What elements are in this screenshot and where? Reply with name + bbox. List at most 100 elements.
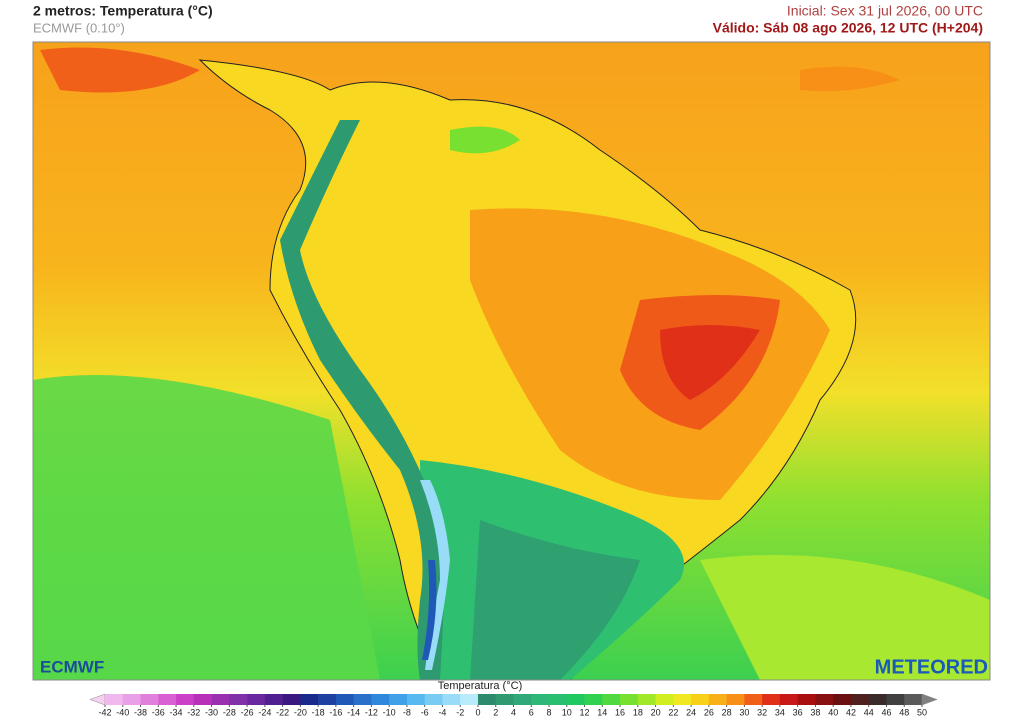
colorbar-tick-label: 44	[864, 707, 874, 717]
colorbar-tick-label: 24	[686, 707, 696, 717]
colorbar-tick-label: -34	[170, 707, 183, 717]
colorbar-segment	[620, 694, 639, 705]
colorbar-segment	[904, 694, 923, 705]
colorbar-tick-label: -10	[383, 707, 396, 717]
colorbar-segment	[513, 694, 532, 705]
colorbar-tick-label: 6	[529, 707, 534, 717]
colorbar-segment	[762, 694, 781, 705]
colorbar-tick-label: 30	[739, 707, 749, 717]
colorbar-tick-label: -30	[205, 707, 218, 717]
colorbar-arrow	[89, 693, 106, 706]
colorbar-tick-label: 8	[547, 707, 552, 717]
colorbar-tick-label: -18	[312, 707, 325, 717]
colorbar-segment	[868, 694, 887, 705]
colorbar-segment	[637, 694, 656, 705]
colorbar-tick-label: 26	[704, 707, 714, 717]
ecmwf-logo: ECMWF	[40, 657, 104, 676]
colorbar-tick-label: 34	[775, 707, 785, 717]
colorbar-tick-label: -22	[276, 707, 289, 717]
colorbar-tick-label: -12	[365, 707, 378, 717]
colorbar-segment	[460, 694, 479, 705]
colorbar-segment	[140, 694, 159, 705]
colorbar-segment	[318, 694, 337, 705]
colorbar-tick-label: 32	[757, 707, 767, 717]
colorbar-tick-label: -24	[258, 707, 271, 717]
colorbar-segment	[122, 694, 141, 705]
colorbar-tick-label: -42	[98, 707, 111, 717]
colorbar-segment	[335, 694, 354, 705]
colorbar-tick-label: -28	[223, 707, 236, 717]
colorbar: -42 -40 -38 -36 -34 -32 -30 -28 -26 -24 -22 -20 -18-…	[89, 693, 938, 717]
map	[33, 42, 990, 680]
colorbar-segment	[193, 694, 212, 705]
colorbar-tick-label: 10	[562, 707, 572, 717]
colorbar-segment	[495, 694, 514, 705]
colorbar-arrow	[921, 693, 938, 706]
map-title: 2 metros: Temperatura (°C)	[33, 3, 213, 19]
colorbar-segment	[744, 694, 763, 705]
colorbar-tick-label: 14	[597, 707, 607, 717]
colorbar-segment	[584, 694, 603, 705]
colorbar-tick-label: 4	[511, 707, 516, 717]
colorbar-segment	[833, 694, 852, 705]
colorbar-segment	[176, 694, 195, 705]
model-label: ECMWF (0.10°)	[33, 20, 125, 35]
colorbar-tick-label: 46	[881, 707, 891, 717]
colorbar-tick-label: 0	[475, 707, 480, 717]
colorbar-tick-label: 40	[828, 707, 838, 717]
colorbar-segment	[726, 694, 745, 705]
colorbar-tick-label: 28	[722, 707, 732, 717]
colorbar-segment	[105, 694, 124, 705]
colorbar-tick-label: -4	[438, 707, 446, 717]
colorbar-segment	[779, 694, 798, 705]
colorbar-segment	[850, 694, 870, 705]
colorbar-segment	[602, 694, 621, 705]
colorbar-segment	[708, 694, 727, 705]
colorbar-tick-label: 2	[493, 707, 498, 717]
colorbar-tick-label: -8	[403, 707, 411, 717]
colorbar-tick-label: 16	[615, 707, 625, 717]
colorbar-segment	[371, 694, 390, 705]
colorbar-segment	[406, 694, 425, 705]
meteored-logo: METEORED	[875, 656, 988, 678]
colorbar-segment	[815, 694, 834, 705]
colorbar-segment	[655, 694, 674, 705]
colorbar-segment	[424, 694, 443, 705]
colorbar-segment	[566, 694, 585, 705]
colorbar-tick-label: -38	[134, 707, 147, 717]
colorbar-tick-label: 18	[633, 707, 643, 717]
colorbar-segment	[264, 694, 283, 705]
colorbar-segment	[477, 694, 497, 705]
colorbar-segment	[389, 694, 408, 705]
colorbar-tick-label: -32	[187, 707, 200, 717]
colorbar-segment	[673, 694, 692, 705]
colorbar-tick-label: -26	[241, 707, 254, 717]
colorbar-tick-label: 22	[668, 707, 678, 717]
colorbar-segment	[282, 694, 301, 705]
colorbar-title: Temperatura (°C)	[438, 680, 522, 692]
colorbar-tick-label: 36	[793, 707, 803, 717]
colorbar-segment	[211, 694, 230, 705]
colorbar-segment	[442, 694, 461, 705]
colorbar-segment	[229, 694, 248, 705]
colorbar-tick-label: -2	[456, 707, 464, 717]
colorbar-segment	[531, 694, 550, 705]
colorbar-segment	[353, 694, 372, 705]
colorbar-tick-label: -36	[152, 707, 165, 717]
colorbar-tick-label: 42	[846, 707, 856, 717]
colorbar-segment	[549, 694, 568, 705]
colorbar-tick-label: -6	[421, 707, 429, 717]
colorbar-tick-label: 20	[651, 707, 661, 717]
colorbar-segment	[886, 694, 905, 705]
colorbar-segment	[247, 694, 266, 705]
colorbar-tick-label: -40	[116, 707, 129, 717]
colorbar-segment	[158, 694, 177, 705]
colorbar-tick-label: 12	[580, 707, 590, 717]
colorbar-segment	[797, 694, 816, 705]
colorbar-tick-label: 38	[810, 707, 820, 717]
map-frame	[32, 41, 991, 681]
colorbar-segment	[691, 694, 710, 705]
valid-time: Válido: Sáb 08 ago 2026, 12 UTC (H+204)	[713, 20, 983, 36]
colorbar-tick-label: -14	[347, 707, 360, 717]
